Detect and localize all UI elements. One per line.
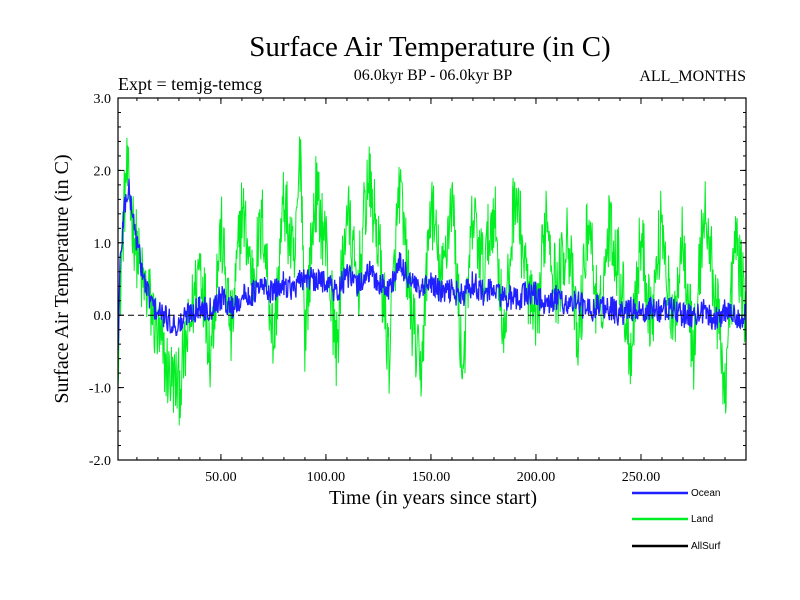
- y-tick-label: -2.0: [89, 454, 111, 469]
- x-tick-label: 100.00: [307, 470, 346, 485]
- y-tick-label: 1.0: [94, 237, 112, 252]
- series-line-land: [117, 136, 747, 426]
- experiment-label: Expt = temjg-temcg: [118, 74, 262, 94]
- y-tick-label: 2.0: [94, 164, 112, 179]
- chart-title: Surface Air Temperature (in C): [249, 31, 610, 63]
- series-layer: [117, 136, 747, 426]
- x-axis-label: Time (in years since start): [329, 487, 537, 509]
- months-label: ALL_MONTHS: [639, 68, 746, 85]
- y-axis-label: Surface Air Temperature (in C): [51, 154, 73, 403]
- legend-land-label: Land: [691, 514, 713, 525]
- y-tick-label: 3.0: [94, 92, 112, 107]
- x-tick-label: 150.00: [412, 470, 451, 485]
- x-tick-label: 250.00: [622, 470, 661, 485]
- y-tick-label: 0.0: [94, 309, 112, 324]
- plot-frame: [117, 97, 747, 461]
- x-tick-label: 200.00: [517, 470, 556, 485]
- period-label: 06.0kyr BP - 06.0kyr BP: [354, 67, 513, 84]
- x-tick-label: 50.00: [205, 470, 237, 485]
- legend-ocean-label: Ocean: [691, 488, 720, 499]
- axis-layer: -2.0 -1.0 0.0 1.0 2.0 3.0 50.00 100.00 150.00 200…: [89, 92, 746, 485]
- legend: Ocean Land AllSurf: [632, 488, 721, 552]
- legend-allsurf-label: AllSurf: [691, 541, 721, 552]
- y-tick-label: -1.0: [89, 382, 111, 397]
